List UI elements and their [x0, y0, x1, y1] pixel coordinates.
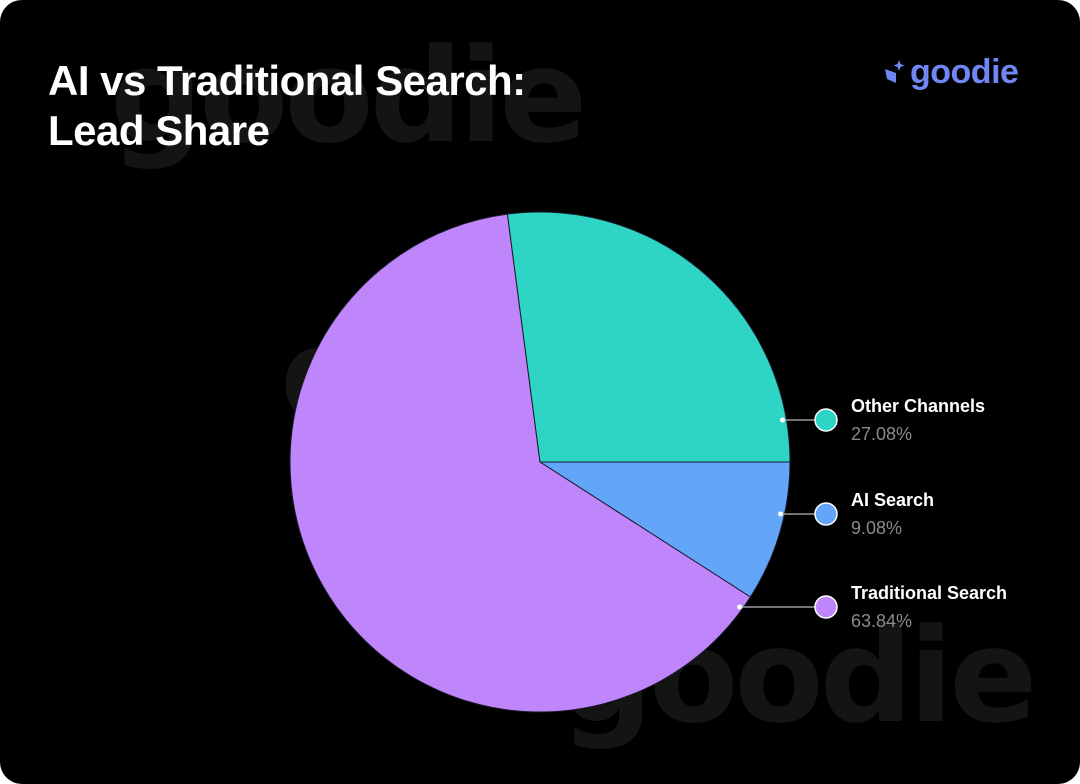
connector-dot: [779, 417, 785, 423]
sparkle-logo-icon: [885, 60, 905, 83]
legend-value: 63.84%: [851, 611, 913, 631]
title-line-2: Lead Share: [48, 107, 270, 154]
legend-label: Other Channels: [851, 396, 986, 416]
legend-swatch: [814, 502, 838, 526]
legend-value: 27.08%: [851, 424, 913, 444]
legend-label: Traditional Search: [851, 583, 1008, 603]
legend-swatch: [814, 408, 838, 432]
pie-slice-ai-search: [538, 461, 791, 598]
pie-slice-other-channels: [506, 211, 791, 463]
connector-dot: [778, 511, 784, 517]
logo-text: goodie: [910, 53, 1019, 91]
title-line-1: AI vs Traditional Search:: [48, 57, 526, 104]
chart-title: AI vs Traditional Search: Lead Share: [48, 56, 526, 156]
logo: goodie: [884, 52, 1019, 92]
legend-value: 9.08%: [851, 518, 903, 538]
pie-slice-traditional-search: [289, 213, 752, 713]
legend-swatch: [814, 595, 838, 619]
legend-label: AI Search: [851, 490, 935, 510]
connector-dot: [737, 604, 743, 610]
